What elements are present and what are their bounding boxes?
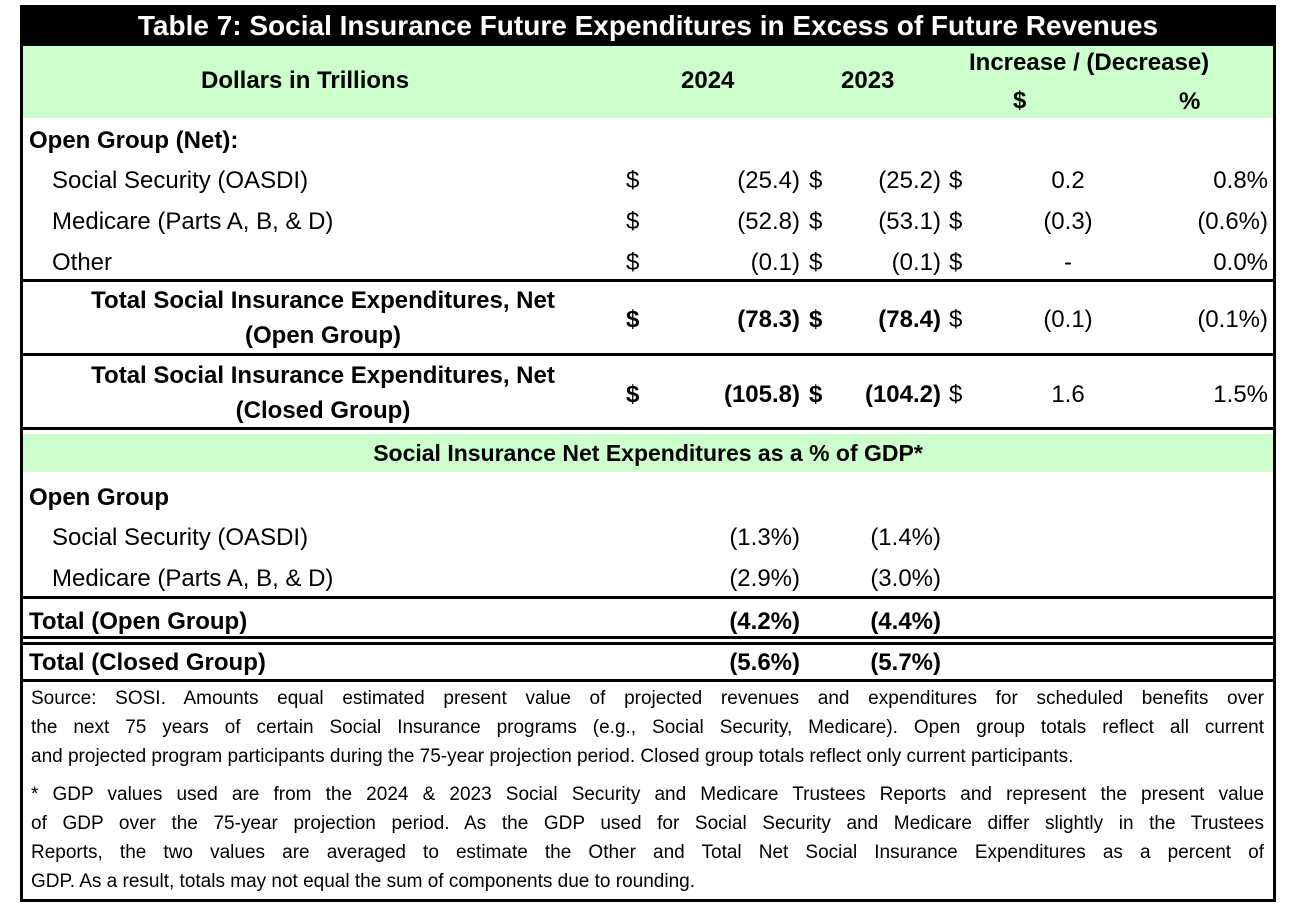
gdp-note: * GDP values used are from the 2024 & 20… (31, 780, 1264, 896)
total-closed-2023: (104.2) (864, 381, 941, 408)
row-label: Other (52, 249, 113, 276)
note-line: * GDP values used are from the 2024 & 20… (31, 784, 1264, 805)
currency-sign: $ (949, 306, 963, 333)
header-change: Increase / (Decrease) (969, 49, 1210, 76)
change-value: (0.3) (1043, 208, 1093, 235)
header-2023: 2023 (841, 67, 895, 94)
divider (23, 353, 1273, 356)
divider (23, 279, 1273, 282)
currency-sign: $ (949, 249, 963, 276)
title-bar (23, 8, 1273, 46)
gdp-total-closed-2023: (5.7%) (870, 649, 941, 676)
divider (23, 427, 1273, 430)
gdp-total-open-2023: (4.4%) (870, 608, 941, 635)
table-frame: Table 7: Social Insurance Future Expendi… (20, 5, 1276, 902)
total-closed-line1: Total Social Insurance Expenditures, Net (91, 362, 555, 389)
gdp-total-closed-2024: (5.6%) (729, 649, 800, 676)
change-value: - (1064, 249, 1072, 276)
row-label: Social Security (OASDI) (52, 167, 309, 194)
note-gap (23, 773, 1273, 775)
note-line: and projected program participants durin… (31, 746, 1074, 767)
value-2023: (25.2) (878, 167, 941, 194)
header-change-dollar: $ (1013, 87, 1027, 114)
currency-sign: $ (626, 306, 640, 333)
change-pct: 0.0% (1213, 249, 1268, 276)
value-2023: (0.1) (891, 249, 941, 276)
total-open-line2: (Open Group) (245, 322, 401, 349)
change-value: (0.1) (1043, 306, 1093, 333)
currency-sign: $ (809, 249, 823, 276)
change-pct: 0.8% (1213, 167, 1268, 194)
currency-sign: $ (626, 381, 640, 408)
note-line: Source: SOSI. Amounts equal estimated pr… (31, 688, 1264, 709)
value-2023: (53.1) (878, 208, 941, 235)
gdp-section-header (23, 434, 1273, 472)
currency-sign: $ (809, 167, 823, 194)
total-closed-2024: (105.8) (723, 381, 800, 408)
table-title: Table 7: Social Insurance Future Expendi… (137, 10, 1159, 41)
currency-sign: $ (949, 208, 963, 235)
header-label: Dollars in Trillions (201, 67, 410, 94)
currency-sign: $ (809, 306, 823, 333)
divider (23, 636, 1273, 639)
note-line: of GDP over the 75-year projection perio… (31, 813, 1264, 834)
header-change-pct: % (1179, 88, 1201, 115)
gdp-value-2024: (1.3%) (729, 524, 800, 551)
change-pct: 1.5% (1213, 381, 1268, 408)
gdp-total-open-2024: (4.2%) (729, 608, 800, 635)
note-line: the next 75 years of certain Social Insu… (31, 717, 1264, 738)
gdp-total-open-label: Total (Open Group) (29, 608, 248, 635)
currency-sign: $ (809, 208, 823, 235)
total-open-2023: (78.4) (878, 306, 941, 333)
change-pct: (0.1%) (1197, 306, 1268, 333)
currency-sign: $ (949, 381, 963, 408)
total-open-line1: Total Social Insurance Expenditures, Net (91, 287, 555, 314)
total-open-2024: (78.3) (737, 306, 800, 333)
value-2024: (0.1) (750, 249, 800, 276)
header-2024: 2024 (681, 67, 735, 94)
value-2024: (25.4) (737, 167, 800, 194)
source-note: Source: SOSI. Amounts equal estimated pr… (31, 684, 1264, 771)
gdp-total-closed-label: Total (Closed Group) (29, 649, 266, 676)
note-line: Reports, the two values are averaged to … (31, 842, 1264, 863)
divider (23, 596, 1273, 599)
row-label: Social Security (OASDI) (52, 524, 309, 551)
divider (23, 679, 1273, 682)
change-value: 0.2 (1051, 167, 1085, 194)
currency-sign: $ (949, 167, 963, 194)
change-pct: (0.6%) (1197, 208, 1268, 235)
gdp-value-2024: (2.9%) (729, 565, 800, 592)
total-closed-line2: (Closed Group) (235, 397, 411, 424)
currency-sign: $ (626, 208, 640, 235)
change-value: 1.6 (1051, 381, 1085, 408)
currency-sign: $ (626, 249, 640, 276)
header-row (23, 46, 1273, 118)
gdp-group-label: Open Group (29, 484, 169, 511)
row-label: Medicare (Parts A, B, & D) (52, 565, 334, 592)
currency-sign: $ (626, 167, 640, 194)
note-line: GDP. As a result, totals may not equal t… (31, 871, 695, 892)
open-group-heading: Open Group (Net): (29, 127, 239, 154)
currency-sign: $ (809, 381, 823, 408)
gdp-value-2023: (1.4%) (870, 524, 941, 551)
gdp-value-2023: (3.0%) (870, 565, 941, 592)
row-label: Medicare (Parts A, B, & D) (52, 208, 334, 235)
divider (23, 642, 1273, 645)
value-2024: (52.8) (737, 208, 800, 235)
gdp-section-title: Social Insurance Net Expenditures as a %… (373, 440, 923, 466)
